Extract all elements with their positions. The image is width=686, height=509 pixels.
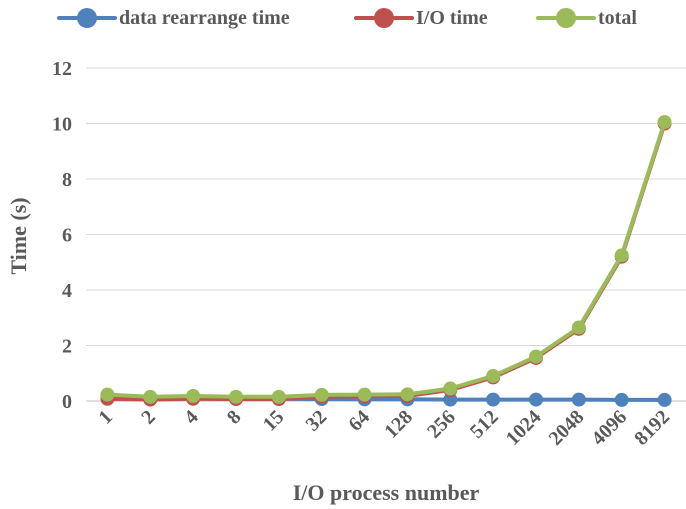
series-2-point-2 [186,389,201,404]
y-tick-0: 0 [62,391,72,413]
series-line-1 [105,121,667,402]
series-2-point-0 [100,387,115,402]
x-tick-8192: 8192 [630,406,674,450]
x-tick-2: 2 [137,406,160,429]
x-tick-512: 512 [466,406,503,443]
x-axis-label: I/O process number [293,480,480,505]
series-0-point-13 [657,392,672,407]
series-0-point-10 [529,392,543,407]
series-group [100,115,672,407]
series-2-point-4 [271,389,286,404]
x-tick-15: 15 [259,406,289,436]
x-tick-32: 32 [302,406,332,436]
x-tick-4096: 4096 [587,406,631,450]
x-tick-labels: 1 2 4 8 15 32 64 128 256 512 1024 2048 4096 8192 [94,406,674,450]
series-2-point-3 [229,389,243,404]
x-tick-256: 256 [423,406,460,443]
x-tick-1024: 1024 [502,406,546,450]
series-0-point-9 [486,392,501,407]
legend-swatch-2 [536,4,596,32]
series-0-point-8 [443,392,458,407]
series-2-point-1 [143,389,158,404]
x-tick-8: 8 [223,406,246,429]
series-2-point-8 [443,381,458,396]
legend-item-2: total [536,4,637,32]
series-2-point-9 [486,369,501,384]
y-tick-4: 4 [62,280,72,302]
x-tick-64: 64 [344,406,374,436]
legend-item-0: data rearrange time [57,4,290,32]
legend-swatch-0 [57,4,117,32]
legend-label-0: data rearrange time [119,6,290,29]
series-2-point-6 [357,387,372,402]
y-tick-12: 12 [52,58,72,80]
y-tick-6: 6 [62,225,72,247]
series-0-point-11 [571,392,586,407]
x-tick-2048: 2048 [545,406,589,450]
legend-label-2: total [598,6,637,29]
series-0-point-12 [614,392,629,407]
y-tick-2: 2 [62,336,72,358]
series-2-point-7 [400,387,415,402]
y-tick-labels: 0 2 4 6 8 10 12 [52,58,72,413]
legend-label-1: I/O time [416,6,488,29]
series-line-2 [105,120,667,399]
series-2-point-12 [614,248,629,263]
series-2-point-13 [657,115,672,130]
y-axis-label: Time (s) [6,197,31,274]
legend-item-1: I/O time [354,4,488,32]
x-tick-4: 4 [180,406,203,429]
series-2-point-11 [571,320,586,335]
y-tick-10: 10 [52,114,72,136]
series-2-point-5 [314,387,329,402]
legend-swatch-1 [354,4,414,32]
gridlines [86,67,686,402]
y-tick-8: 8 [62,169,72,191]
x-tick-1: 1 [94,406,117,429]
series-2-point-10 [529,349,543,364]
x-tick-128: 128 [380,406,417,443]
legend: data rearrange time I/O time total [0,4,686,32]
